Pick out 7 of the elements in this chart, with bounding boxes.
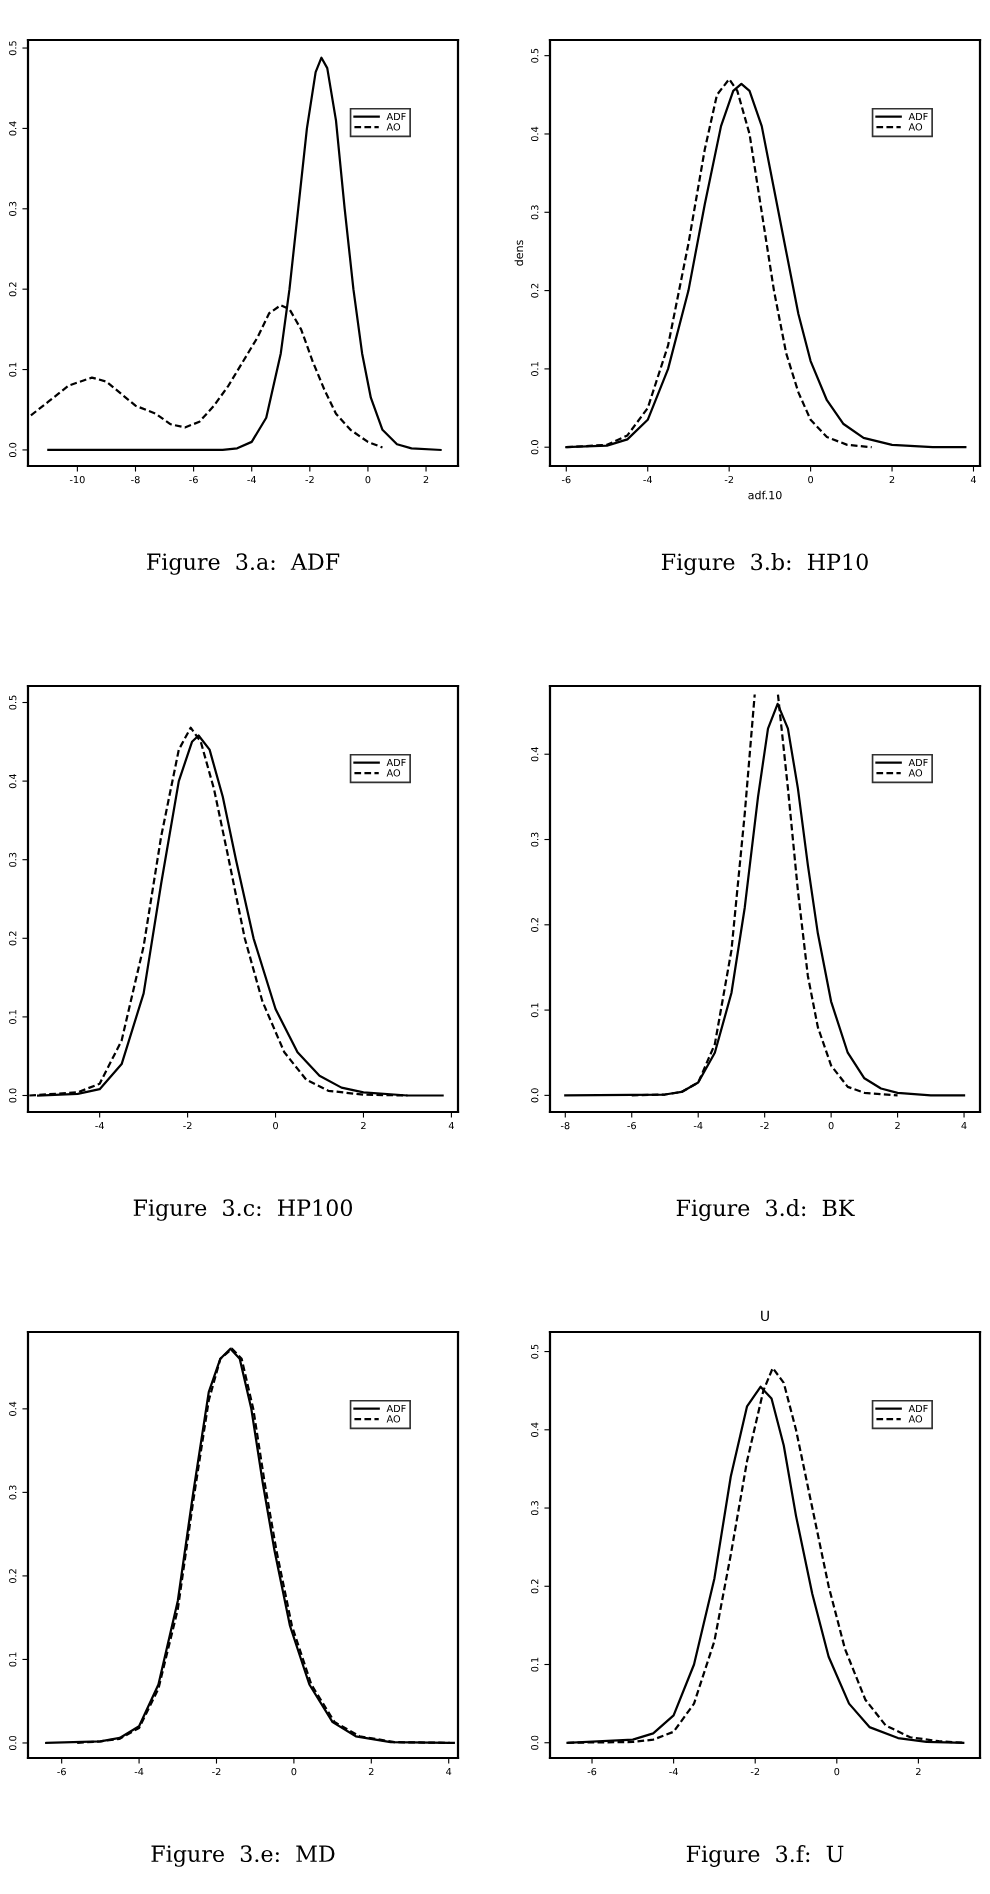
caption: Figure 3.f: U xyxy=(686,1845,844,1867)
caption: Figure 3.b: HP10 xyxy=(661,553,868,575)
caption: Figure 3.a: ADF xyxy=(147,553,340,575)
caption: Figure 3.c: HP100 xyxy=(133,1199,353,1221)
caption: Figure 3.d: BK xyxy=(676,1199,855,1221)
line-series xyxy=(564,702,966,1097)
caption: Figure 3.e: MD xyxy=(151,1845,335,1867)
